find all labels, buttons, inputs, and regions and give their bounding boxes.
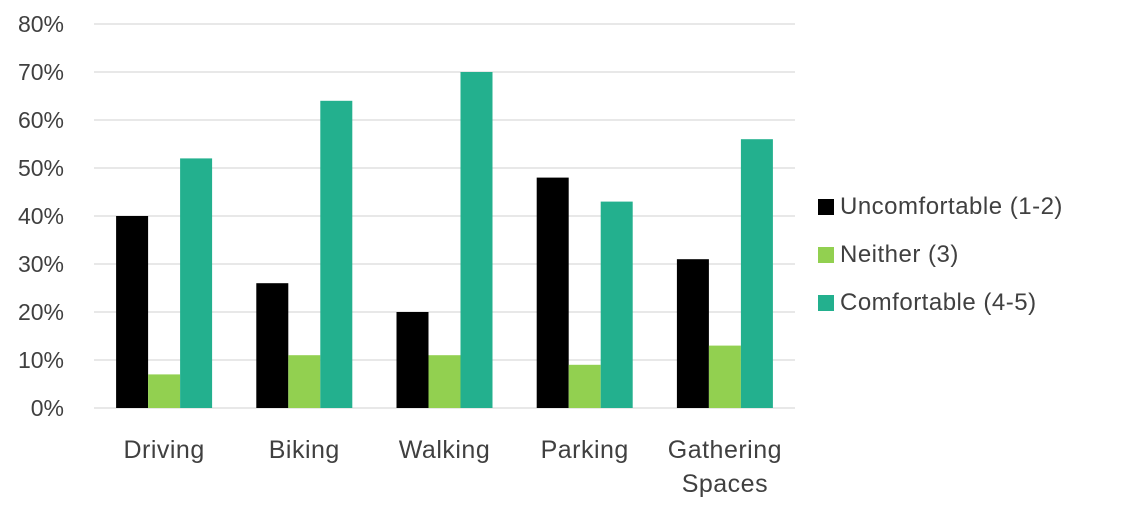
y-tick-label: 70% <box>18 59 64 85</box>
legend: Uncomfortable (1-2) Neither (3) Comforta… <box>818 183 1063 327</box>
bar-neither <box>428 355 461 408</box>
bar-neither <box>288 355 321 408</box>
legend-label-uncomfortable: Uncomfortable (1-2) <box>840 193 1063 220</box>
bar-uncomfortable <box>396 312 429 408</box>
legend-item-uncomfortable: Uncomfortable (1-2) <box>818 183 1063 231</box>
bar-neither <box>708 345 741 408</box>
legend-swatch-neither <box>818 247 834 263</box>
y-tick-label: 30% <box>18 251 64 277</box>
bar-uncomfortable <box>676 259 709 408</box>
x-category-label: Walking <box>399 436 491 464</box>
y-tick-label: 20% <box>18 299 64 325</box>
bar-uncomfortable <box>536 177 569 408</box>
legend-swatch-uncomfortable <box>818 199 834 215</box>
y-tick-label: 0% <box>31 395 64 421</box>
x-category-label: Biking <box>269 436 340 464</box>
bar-neither <box>148 374 181 408</box>
bar-comfortable <box>600 201 633 408</box>
x-category-label: Parking <box>541 436 629 464</box>
legend-item-comfortable: Comfortable (4-5) <box>818 279 1063 327</box>
legend-label-neither: Neither (3) <box>840 241 959 268</box>
legend-label-comfortable: Comfortable (4-5) <box>840 289 1037 316</box>
legend-swatch-comfortable <box>818 295 834 311</box>
y-tick-label: 10% <box>18 347 64 373</box>
bar-neither <box>568 364 601 408</box>
bar-comfortable <box>180 158 213 408</box>
legend-item-neither: Neither (3) <box>818 231 1063 279</box>
y-tick-label: 50% <box>18 155 64 181</box>
bar-uncomfortable <box>116 216 149 408</box>
x-category-label: Driving <box>123 436 204 464</box>
bar-uncomfortable <box>256 283 289 408</box>
bar-comfortable <box>740 139 773 408</box>
y-tick-label: 40% <box>18 203 64 229</box>
bar-comfortable <box>460 72 493 408</box>
y-tick-label: 60% <box>18 107 64 133</box>
x-category-label: Gathering Spaces <box>668 436 782 498</box>
y-tick-label: 80% <box>18 11 64 37</box>
bar-comfortable <box>320 100 353 409</box>
